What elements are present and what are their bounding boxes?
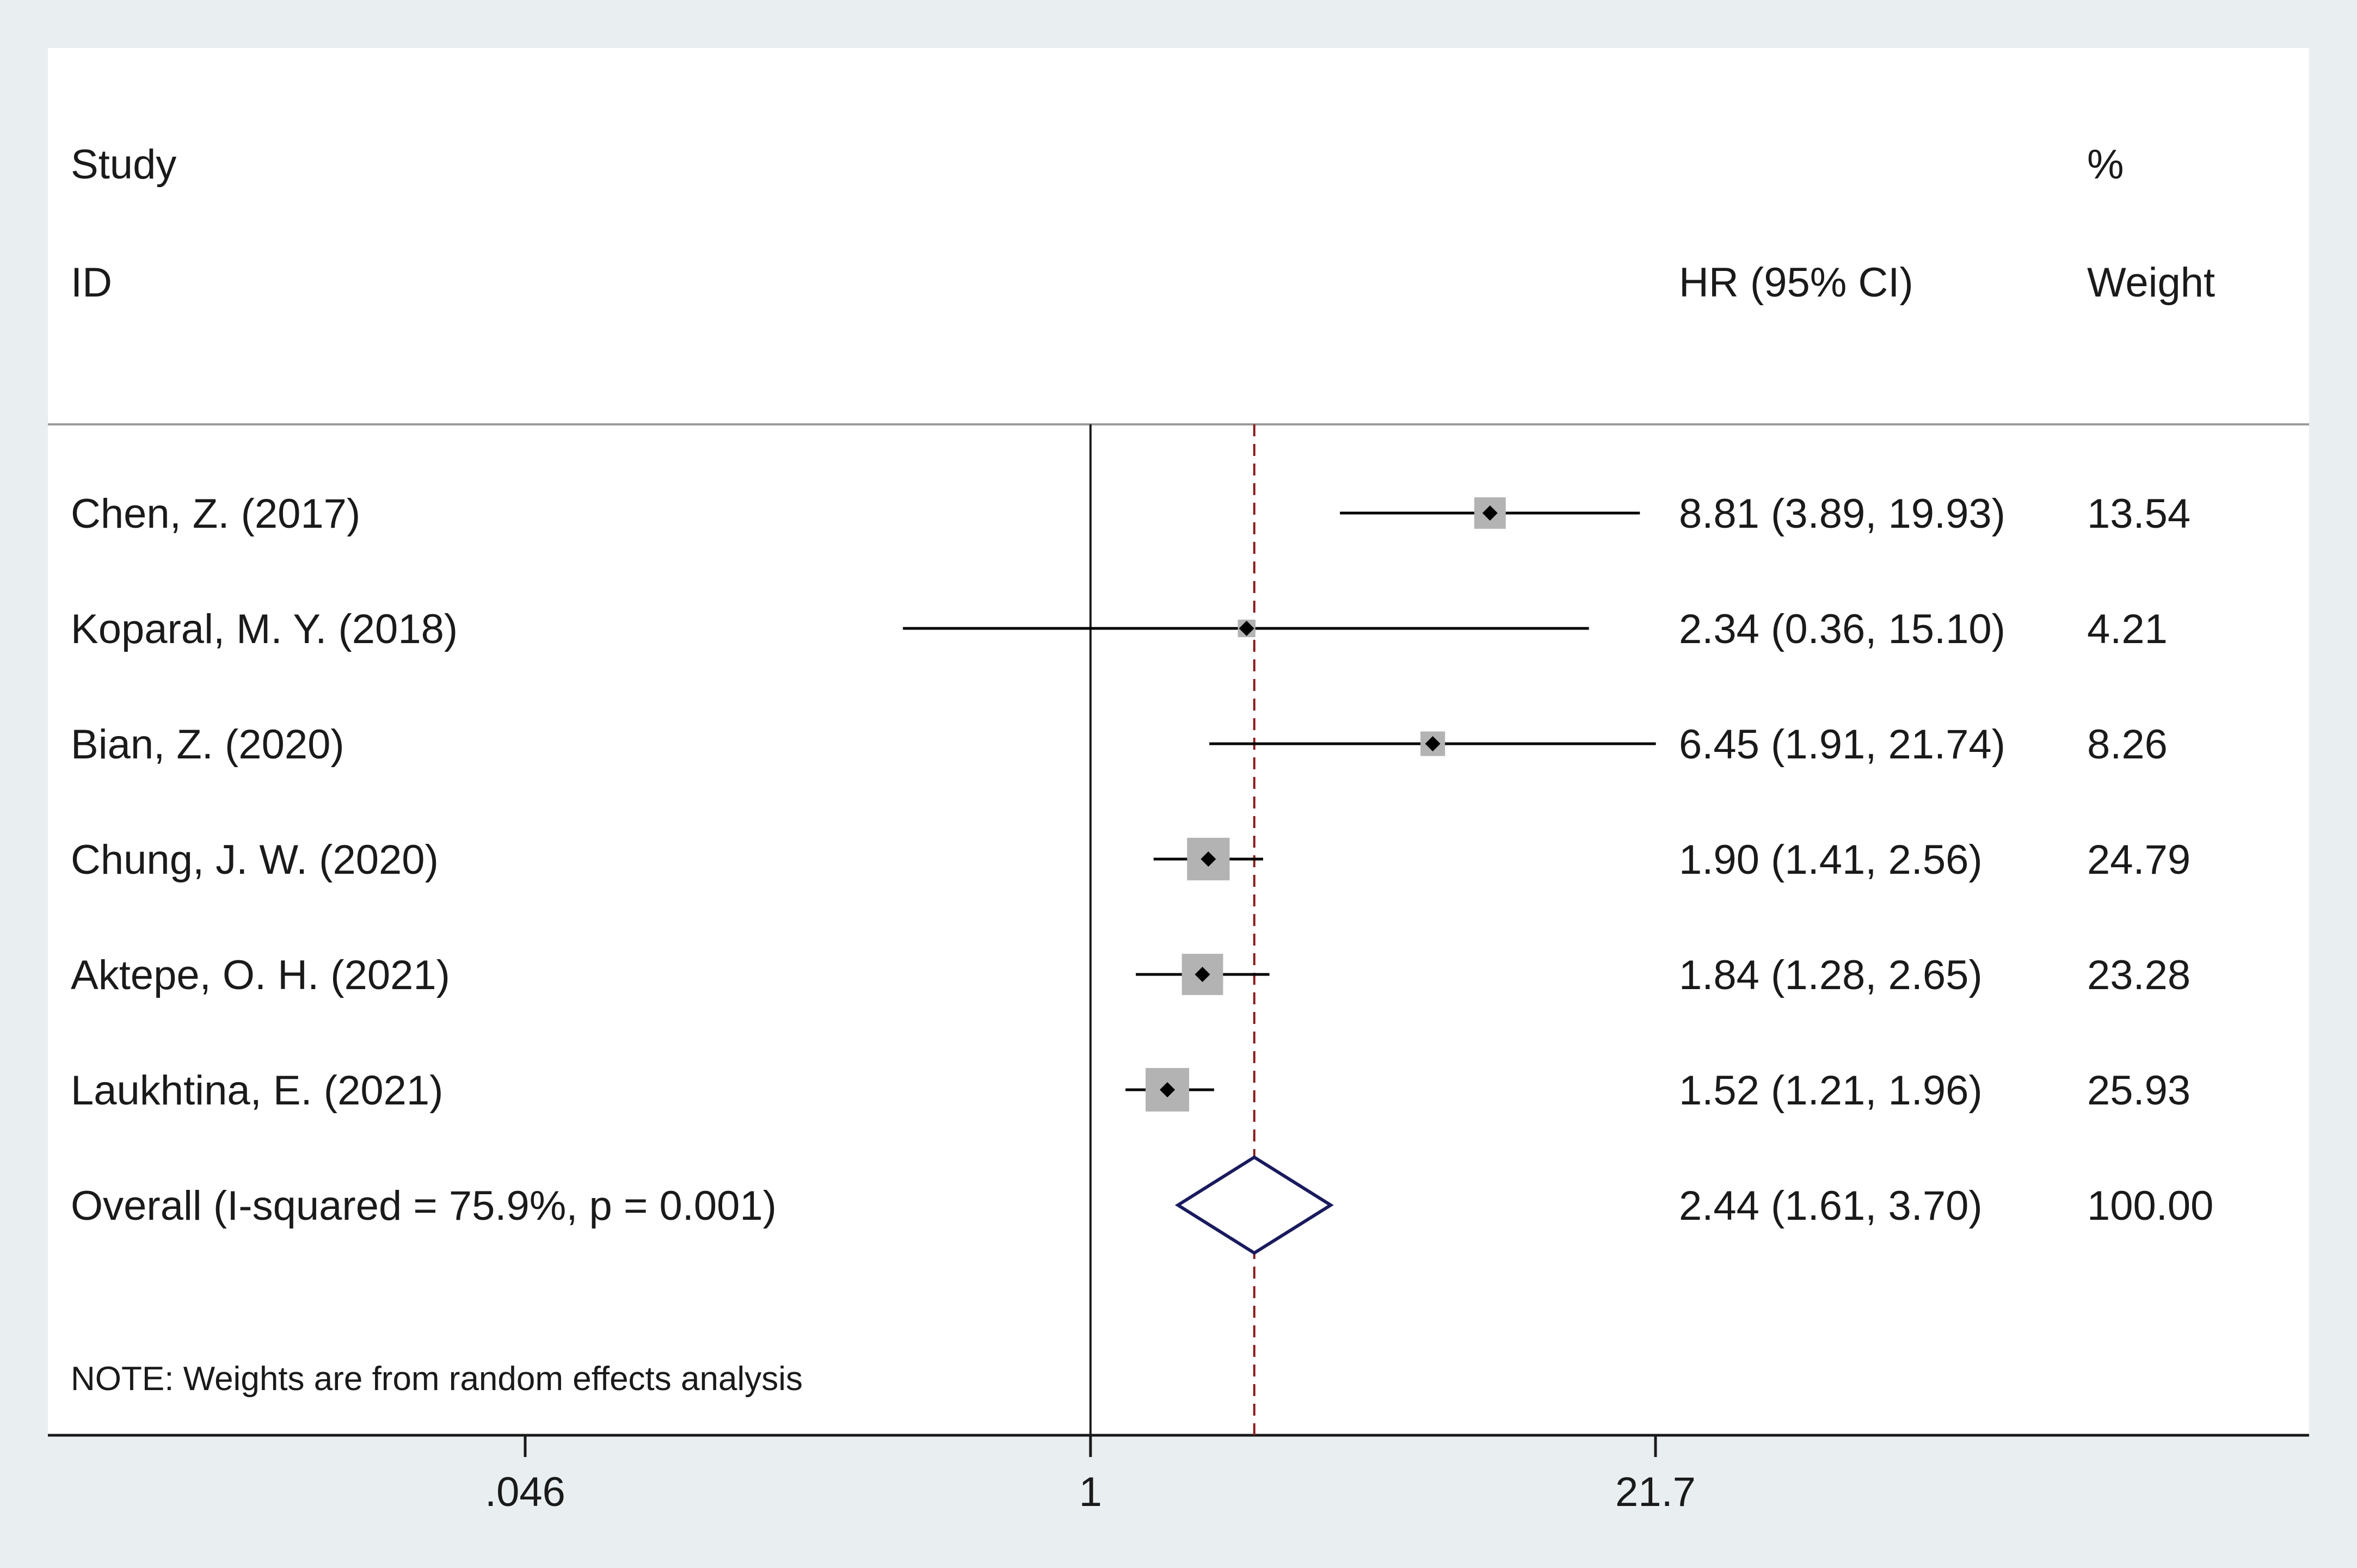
study-point-estimate bbox=[1201, 851, 1216, 867]
x-tick-label-0: .046 bbox=[485, 1469, 565, 1515]
study-point-estimate bbox=[1195, 967, 1210, 982]
study-weight-text: 25.93 bbox=[2087, 1067, 2190, 1114]
header-effect: HR (95% CI) bbox=[1679, 260, 1913, 306]
overall-diamond bbox=[1174, 1155, 1334, 1255]
overall-weight-text: 100.00 bbox=[2087, 1183, 2213, 1229]
x-tick-label-1: 1 bbox=[1079, 1469, 1102, 1515]
header-id: ID bbox=[71, 260, 112, 306]
study-hr-text: 8.81 (3.89, 19.93) bbox=[1679, 491, 2005, 537]
header-study: Study bbox=[71, 141, 176, 188]
study-point-estimate bbox=[1425, 736, 1441, 751]
study-weight-text: 23.28 bbox=[2087, 952, 2190, 998]
header-weight: Weight bbox=[2087, 260, 2215, 306]
study-hr-text: 1.90 (1.41, 2.56) bbox=[1679, 837, 1983, 883]
study-weight-text: 4.21 bbox=[2087, 606, 2168, 652]
study-hr-text: 1.84 (1.28, 2.65) bbox=[1679, 952, 1983, 998]
x-tick-label-2: 21.7 bbox=[1615, 1469, 1696, 1515]
study-label: Bian, Z. (2020) bbox=[71, 721, 344, 768]
forest-content: .046 1 21.7 Chen, Z. (2017) 8.81 (3.89, 19.9… bbox=[71, 424, 2213, 1515]
study-label: Chung, J. W. (2020) bbox=[71, 837, 439, 883]
study-point-estimate bbox=[1160, 1082, 1176, 1097]
overall-hr-text: 2.44 (1.61, 3.70) bbox=[1679, 1183, 1983, 1229]
study-point-estimate bbox=[1482, 505, 1498, 521]
study-hr-text: 6.45 (1.91, 21.74) bbox=[1679, 721, 2005, 768]
header-weight-percent: % bbox=[2087, 141, 2124, 188]
study-point-estimate bbox=[1239, 621, 1254, 636]
study-weight-text: 13.54 bbox=[2087, 491, 2190, 537]
study-weight-text: 8.26 bbox=[2087, 721, 2168, 768]
study-label: Laukhtina, E. (2021) bbox=[71, 1067, 443, 1114]
study-weight-text: 24.79 bbox=[2087, 837, 2190, 883]
study-label: Koparal, M. Y. (2018) bbox=[71, 606, 458, 652]
study-label: Aktepe, O. H. (2021) bbox=[71, 952, 450, 998]
study-label: Chen, Z. (2017) bbox=[71, 491, 360, 537]
overall-label: Overall (I-squared = 75.9%, p = 0.001) bbox=[71, 1183, 777, 1229]
study-hr-text: 2.34 (0.36, 15.10) bbox=[1679, 606, 2005, 652]
study-hr-text: 1.52 (1.21, 1.96) bbox=[1679, 1067, 1983, 1114]
weights-note: NOTE: Weights are from random effects an… bbox=[71, 1360, 803, 1398]
